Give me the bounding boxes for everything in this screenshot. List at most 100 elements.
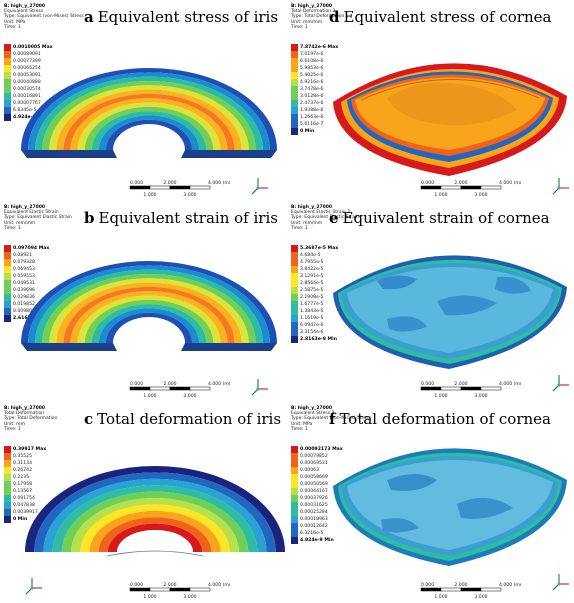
- legend-entry: 0.08921: [4, 252, 50, 259]
- legend-value: 0.00058669: [300, 475, 328, 480]
- legend-swatch: [291, 467, 298, 474]
- scale-segment: [129, 386, 151, 391]
- legend-entry: 0.00030574: [4, 86, 53, 93]
- legend-swatch: [291, 121, 298, 128]
- scale-label: 4.000 (mm): [499, 180, 521, 186]
- scale-label: 0.000: [421, 582, 434, 588]
- cornea-deformation-contour: [333, 448, 567, 566]
- legend-swatch: [291, 322, 298, 329]
- legend-swatch: [291, 252, 298, 259]
- legend-value: 0.17958: [13, 482, 32, 487]
- legend-value: 0.00079852: [300, 454, 328, 459]
- scale-label: 3.000: [474, 192, 487, 198]
- legend-entry: 2.1908e-5: [291, 294, 338, 301]
- legend-swatch: [291, 72, 298, 79]
- contour-band: [61, 491, 249, 552]
- legend-entry: 0.00016891: [4, 93, 53, 100]
- legend-entry: 0.00031625: [291, 502, 343, 509]
- legend-value: 0.069453: [13, 267, 35, 272]
- axis-triad-icon: [552, 375, 569, 392]
- header-line: B: high_y_27000: [4, 205, 46, 210]
- legend-entry: 1.9388e-6: [291, 107, 338, 114]
- legend-value: 0.00044167: [300, 489, 328, 494]
- legend-swatch: [4, 294, 11, 301]
- legend-swatch: [4, 516, 11, 523]
- legend-value: 2.4737e-6: [300, 101, 324, 106]
- legend-value: 0.059553: [13, 274, 35, 279]
- legend-value: 0.00016891: [13, 94, 41, 99]
- legend-value: 0.0010005 Max: [13, 45, 53, 50]
- legend-entry: 0.0098032: [4, 308, 50, 315]
- legend-swatch: [4, 252, 11, 259]
- legend-value: 4.924e-9 Min: [300, 538, 334, 543]
- axis-triad-icon: [552, 178, 569, 195]
- legend-value: 4.924e-9 Min: [13, 115, 47, 120]
- scale-label: 4.000 (mm): [208, 180, 230, 186]
- scale-label: 3.000: [474, 393, 487, 399]
- legend-entry: 7.8742e-6 Max: [291, 44, 338, 51]
- legend-swatch: [291, 86, 298, 93]
- legend-value: 1.1619e-5: [300, 316, 324, 321]
- scale-segment: [460, 386, 482, 391]
- scale-label: 2.000: [454, 381, 467, 387]
- legend-value: 1.6777e-5: [300, 302, 324, 307]
- iris-rim: [21, 343, 277, 351]
- legend-entry: 1.2663e-6: [291, 114, 338, 121]
- legend-value: 0.35525: [13, 454, 32, 459]
- legend-swatch: [291, 488, 298, 495]
- legend-value: 0.029836: [13, 295, 35, 300]
- legend-swatch: [4, 467, 11, 474]
- legend-value: 0.13567: [13, 489, 32, 494]
- header-line: Type: Equivalent (von-Mises) Stress: [4, 14, 84, 20]
- legend-swatch: [291, 93, 298, 100]
- panel-c: B: high_y_27000 Total Deformation Type: …: [0, 402, 287, 603]
- legend-swatch: [291, 294, 298, 301]
- legend-entry: 0.00077399: [4, 58, 53, 65]
- legend-swatch: [291, 537, 298, 544]
- panel-title-text: Total deformation of iris: [97, 410, 282, 428]
- legend-entry: 5.3687e-5 Max: [291, 245, 338, 252]
- scale-label: 0.000: [130, 180, 143, 186]
- header-line: Equivalent Elastic Strain 2: [291, 210, 351, 216]
- legend-swatch: [4, 72, 11, 79]
- panel-letter: c: [84, 410, 94, 428]
- scale-bar: 0.000 2.000 4.000 (mm) 1.000 3.000: [420, 582, 521, 600]
- panel-title-text: Equivalent strain of cornea: [342, 209, 550, 227]
- legend-value: 0.26742: [13, 468, 32, 473]
- header-line: B: high_y_27000: [291, 406, 333, 411]
- legend-entry: 0.079328: [4, 259, 50, 266]
- header-line: Type: Total Deformation: [4, 416, 58, 422]
- legend-entry: 0.00069531: [291, 460, 343, 467]
- legend-swatch: [291, 114, 298, 121]
- axis-triad-icon: [251, 178, 268, 195]
- legend-swatch: [4, 93, 11, 100]
- legend-swatch: [291, 523, 298, 530]
- scale-segment: [480, 587, 502, 592]
- scale-segment: [129, 185, 151, 190]
- legend-value: 0.08921: [13, 253, 32, 258]
- legend-value: 2.8564e-5: [300, 281, 324, 286]
- scale-label: 0.000: [421, 180, 434, 186]
- legend-entry: 0.39917 Max: [4, 446, 46, 453]
- scale-segment: [149, 185, 171, 190]
- scale-label: 3.000: [183, 594, 196, 600]
- legend-swatch: [291, 266, 298, 273]
- iris-deformation-contour: [25, 466, 285, 557]
- panel-f-header: B: high_y_27000 Equivalent Stress 3 Type…: [291, 406, 371, 432]
- panel-b-header: B: high_y_27000 Equivalent Elastic Strai…: [4, 205, 72, 231]
- legend-entry: 3.1291e-5: [291, 273, 338, 280]
- undeformed-outline: [106, 550, 204, 557]
- legend-swatch: [291, 100, 298, 107]
- legend-value: 0.39917 Max: [13, 447, 47, 452]
- scale-segment: [440, 386, 462, 391]
- triad-origin: [557, 186, 561, 190]
- legend-swatch: [291, 530, 298, 537]
- scale-label: 0.000: [130, 381, 143, 387]
- legend-value: 0.0039917: [13, 510, 38, 515]
- legend-value: 5.3687e-5 Max: [300, 246, 339, 251]
- legend-value: 4.9216e-6: [300, 80, 324, 85]
- header-line: Equivalent Elastic Strain: [4, 210, 59, 216]
- legend-value: 0.00025284: [300, 510, 328, 515]
- scale-segment: [460, 185, 482, 190]
- legend-value: 3.0128e-6: [300, 94, 324, 99]
